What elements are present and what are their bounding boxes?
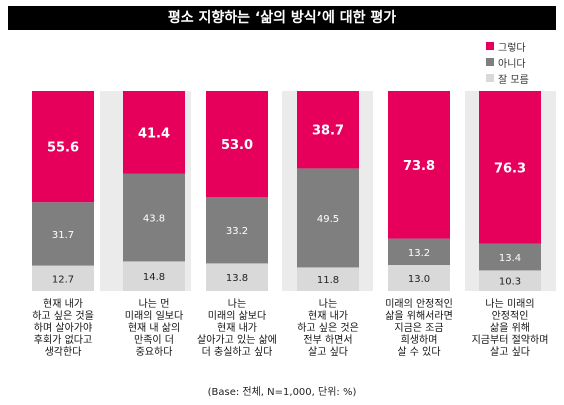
bar-neither-4 xyxy=(297,267,359,291)
value-label-yes-6: 76.3 xyxy=(494,161,526,176)
legend-swatch-neither xyxy=(486,74,494,82)
bar-yes-5 xyxy=(388,91,450,239)
value-label-neither-4: 11.8 xyxy=(317,275,339,286)
value-label-yes-2: 41.4 xyxy=(138,126,170,141)
bar-no-5 xyxy=(388,238,450,265)
bar-no-3 xyxy=(206,197,268,264)
value-label-yes-5: 73.8 xyxy=(403,159,435,174)
value-label-no-4: 49.5 xyxy=(317,214,339,225)
legend-label-yes: 그렇다 xyxy=(498,42,526,54)
value-label-neither-1: 12.7 xyxy=(52,274,74,285)
value-label-yes-3: 53.0 xyxy=(221,138,253,153)
value-label-neither-3: 13.8 xyxy=(226,273,248,284)
value-label-no-1: 31.7 xyxy=(52,230,74,241)
legend-label-neither: 잘 모름 xyxy=(498,74,529,86)
legend-swatch-no xyxy=(486,58,494,66)
bar-yes-2 xyxy=(123,91,185,174)
bar-neither-2 xyxy=(123,261,185,291)
value-label-neither-5: 13.0 xyxy=(408,274,430,285)
category-label-3: 나는 미래의 삶보다 현재 내가 살아가고 있는 삶에 더 충실하고 싶다 xyxy=(197,299,277,358)
legend: 그렇다 아니다 잘 모름 xyxy=(486,38,529,86)
legend-item-neither: 잘 모름 xyxy=(486,70,529,86)
category-label-5: 미래의 안정적인 삶을 위해서라면 지금은 조금 희생하며 살 수 있다 xyxy=(385,299,453,358)
bar-neither-3 xyxy=(206,263,268,291)
value-label-neither-6: 10.3 xyxy=(499,277,521,288)
value-label-no-6: 13.4 xyxy=(499,253,521,264)
bar-no-4 xyxy=(297,168,359,268)
chart-title: 평소 지향하는 ‘삶의 방식’에 대한 평가 xyxy=(8,6,556,30)
legend-item-yes: 그렇다 xyxy=(486,38,529,54)
bar-yes-3 xyxy=(206,91,268,197)
bar-no-6 xyxy=(479,243,541,271)
bar-no-2 xyxy=(123,173,185,262)
bar-no-1 xyxy=(32,202,94,266)
legend-swatch-yes xyxy=(486,42,494,50)
value-label-no-3: 33.2 xyxy=(226,226,248,237)
value-label-neither-2: 14.8 xyxy=(143,272,165,283)
bar-neither-6 xyxy=(479,270,541,291)
value-label-yes-4: 38.7 xyxy=(312,124,344,139)
category-label-1: 현재 내가 하고 싶은 것을 하며 살아가야 후회가 없다고 생각한다 xyxy=(32,299,94,358)
bar-yes-6 xyxy=(479,91,541,244)
bar-yes-1 xyxy=(32,91,94,203)
category-label-6: 나는 미래의 안정적인 삶을 위해 지금부터 절약하며 살고 싶다 xyxy=(471,299,549,358)
value-label-no-5: 13.2 xyxy=(408,248,430,259)
legend-label-no: 아니다 xyxy=(498,58,526,70)
base-note: (Base: 전체, N=1,000, 단위: %) xyxy=(207,387,357,398)
value-label-yes-1: 55.6 xyxy=(47,141,79,156)
bar-neither-5 xyxy=(388,265,450,291)
bar-yes-4 xyxy=(297,91,359,169)
category-label-2: 나는 먼 미래의 일보다 현재 내 삶의 만족이 더 중요하다 xyxy=(124,299,184,358)
value-label-no-2: 43.8 xyxy=(143,214,165,225)
bar-neither-1 xyxy=(32,265,94,291)
legend-item-no: 아니다 xyxy=(486,54,529,70)
category-label-4: 나는 현재 내가 하고 싶은 것은 전부 하면서 살고 싶다 xyxy=(297,299,359,358)
